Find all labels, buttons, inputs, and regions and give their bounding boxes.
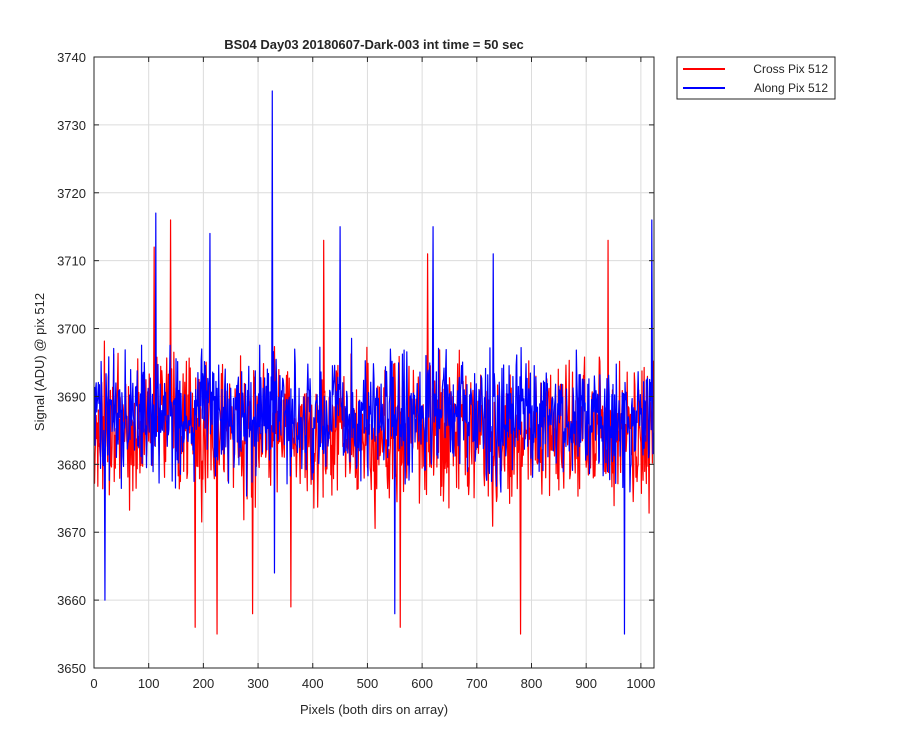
x-tick-label: 200: [193, 676, 215, 691]
x-tick-label: 500: [357, 676, 379, 691]
y-tick-label: 3660: [57, 593, 86, 608]
y-tick-label: 3650: [57, 661, 86, 676]
plot-frame: [93, 56, 655, 669]
x-tick-label: 900: [575, 676, 597, 691]
x-axis-label: Pixels (both dirs on array): [300, 702, 448, 717]
legend: Cross Pix 512 Along Pix 512: [676, 56, 836, 100]
y-tick-label: 3690: [57, 389, 86, 404]
series-layer: [94, 90, 654, 635]
series-line-1: [94, 90, 654, 635]
legend-box: [676, 56, 836, 100]
y-tick-label: 3670: [57, 525, 86, 540]
legend-label-along: Along Pix 512: [754, 81, 828, 95]
y-tick-label: 3710: [57, 254, 86, 269]
legend-label-cross: Cross Pix 512: [753, 62, 828, 76]
y-tick-label: 3740: [57, 50, 86, 65]
x-tick-label: 400: [302, 676, 324, 691]
x-tick-label: 800: [521, 676, 543, 691]
y-tick-label: 3720: [57, 186, 86, 201]
x-tick-label: 1000: [626, 676, 655, 691]
tick-layer: 0 100 200 300 400 500 600 700 800 900 1000 3650 3660…: [57, 50, 655, 691]
y-tick-label: 3700: [57, 322, 86, 337]
x-tick-label: 0: [90, 676, 97, 691]
x-tick-label: 100: [138, 676, 160, 691]
x-tick-label: 300: [247, 676, 269, 691]
x-tick-label: 700: [466, 676, 488, 691]
chart-title: BS04 Day03 20180607-Dark-003 int time = …: [224, 37, 524, 52]
y-tick-label: 3730: [57, 118, 86, 133]
y-tick-label: 3680: [57, 457, 86, 472]
y-axis-label: Signal (ADU) @ pix 512: [32, 293, 47, 431]
x-tick-label: 600: [411, 676, 433, 691]
